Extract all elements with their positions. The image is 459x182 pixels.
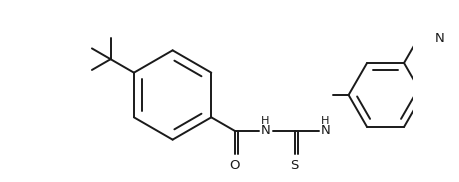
Text: O: O [229,159,239,171]
Text: H: H [320,116,329,126]
Text: N: N [260,124,270,137]
Text: N: N [320,124,330,137]
Text: N: N [434,32,444,45]
Text: S: S [290,159,298,171]
Text: H: H [260,116,269,126]
